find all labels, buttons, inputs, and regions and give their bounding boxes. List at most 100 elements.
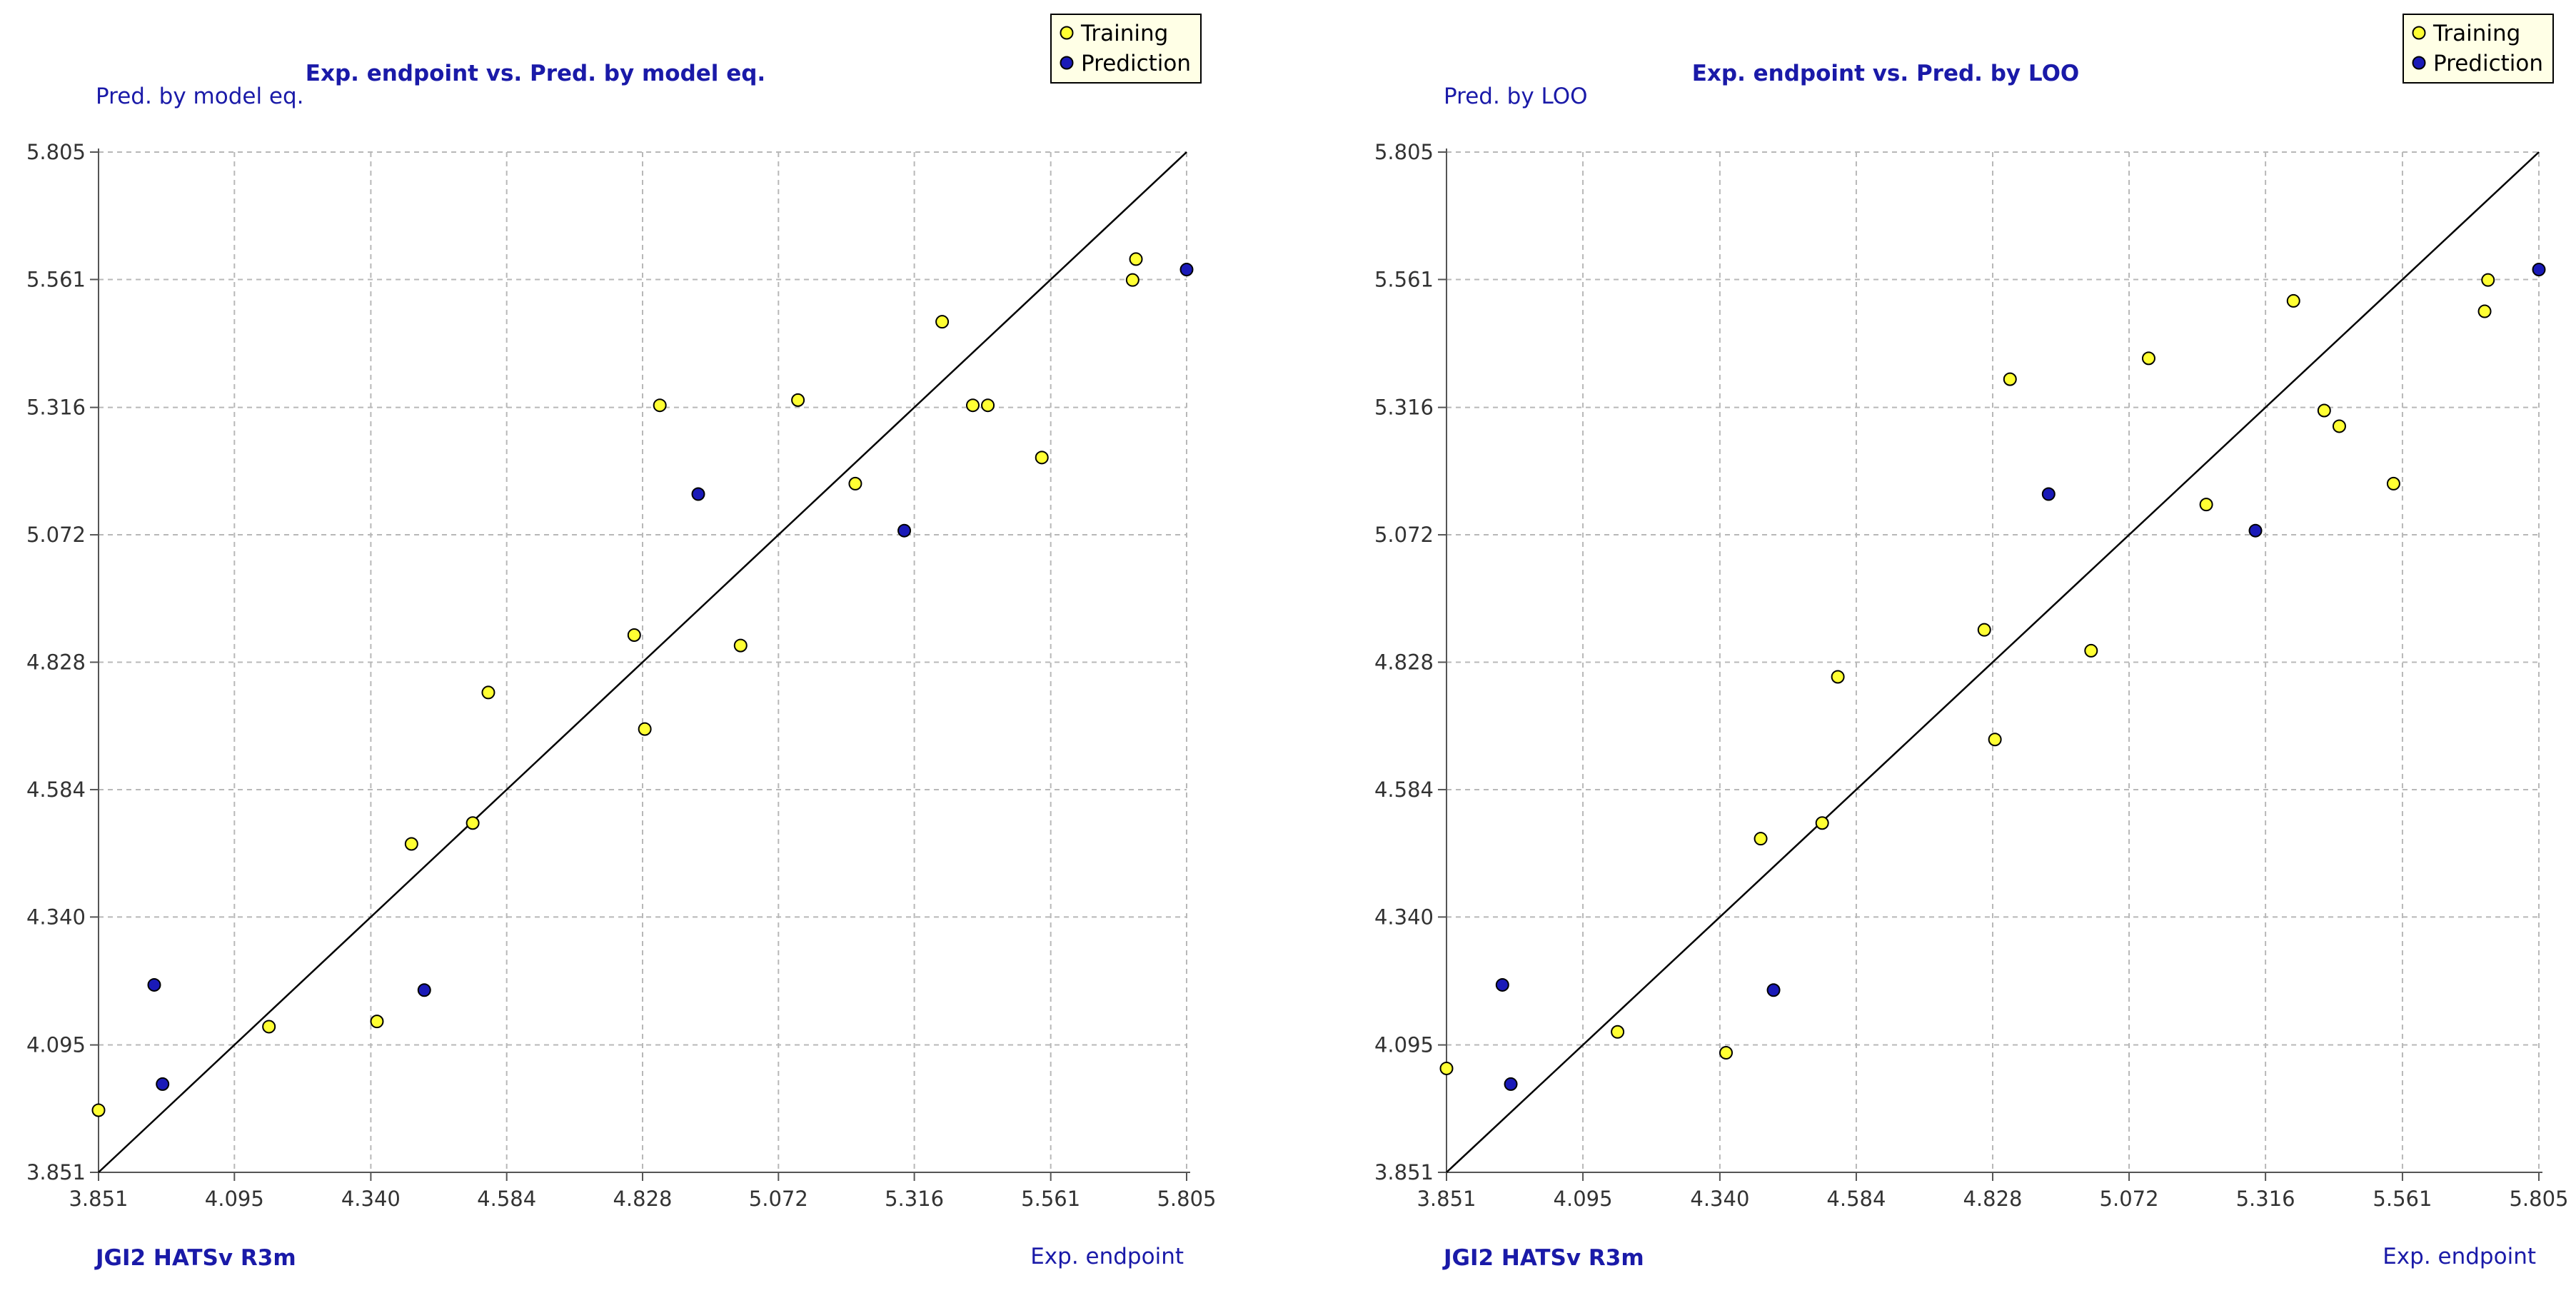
training-point (638, 722, 652, 736)
x-tick-label: 4.584 (1826, 1187, 1886, 1211)
training-point (91, 1103, 106, 1117)
prediction-point (2041, 487, 2056, 501)
prediction-point (156, 1077, 170, 1091)
x-tick-label: 5.072 (749, 1187, 808, 1211)
training-point (2481, 273, 2495, 287)
training-point (1129, 252, 1143, 266)
training-point (1125, 273, 1139, 287)
y-tick-label: 4.584 (1374, 778, 1434, 802)
training-point (848, 476, 862, 490)
prediction-point (1495, 977, 1509, 992)
training-point (2332, 419, 2346, 433)
y-tick-label: 5.316 (26, 396, 86, 420)
prediction-point (2248, 523, 2263, 538)
regression-line (98, 151, 1187, 1173)
chart-title: Exp. endpoint vs. Pred. by LOO (1692, 61, 2080, 86)
x-tick-label: 3.851 (69, 1187, 128, 1211)
training-point (1815, 816, 1829, 830)
prediction-point (417, 983, 431, 997)
x-tick-label: 5.316 (2236, 1187, 2295, 1211)
training-point (1977, 623, 1991, 637)
training-point (481, 685, 495, 700)
y-tick-label: 5.805 (1374, 140, 1434, 164)
training-point (966, 398, 980, 413)
training-point (733, 638, 748, 653)
y-tick-label: 4.828 (1374, 650, 1434, 675)
training-point (370, 1015, 384, 1029)
x-tick-label: 5.561 (2373, 1187, 2432, 1211)
training-point (2317, 403, 2331, 418)
training-point (466, 816, 480, 830)
chart-title: Exp. endpoint vs. Pred. by model eq. (306, 61, 765, 86)
x-tick-label: 4.584 (477, 1187, 536, 1211)
y-tick-label: 5.805 (26, 140, 86, 164)
prediction-point (1179, 263, 1194, 277)
x-tick-label: 5.561 (1021, 1187, 1080, 1211)
training-point (262, 1020, 276, 1034)
chart-panel-1: 3.851 3.851 4.095 4.095 4.340 4.340 4.584 4.584… (26, 14, 1217, 1271)
training-point (2141, 351, 2155, 366)
legend: Training Prediction (1050, 14, 1202, 84)
x-tick-label: 4.828 (613, 1187, 672, 1211)
training-point (2003, 372, 2017, 386)
prediction-point (1766, 983, 1781, 997)
training-point (981, 398, 995, 413)
training-point (2386, 476, 2400, 490)
prediction-point (691, 487, 705, 501)
training-point (2286, 293, 2300, 308)
legend-marker-training (1060, 26, 1074, 40)
legend: Training Prediction (2403, 14, 2554, 84)
y-tick-label: 5.561 (1374, 267, 1434, 291)
training-point (404, 837, 418, 851)
x-tick-label: 4.340 (341, 1187, 401, 1211)
y-tick-label: 3.851 (26, 1160, 86, 1184)
legend-label-prediction: Prediction (2433, 51, 2543, 76)
legend-marker-prediction (1060, 56, 1074, 70)
x-tick-label: 5.805 (1157, 1187, 1216, 1211)
regression-line (1446, 151, 2540, 1173)
legend-label-training: Training (2432, 21, 2520, 46)
y-axis-label: Pred. by LOO (1444, 84, 1588, 109)
y-tick-label: 4.340 (1374, 905, 1434, 929)
training-point (627, 628, 641, 642)
prediction-point (897, 523, 912, 538)
legend-marker-prediction (2412, 56, 2426, 70)
y-tick-label: 4.828 (26, 650, 86, 675)
footer-descriptors: JGI2 HATSv R3m (1442, 1245, 1644, 1271)
x-tick-label: 5.316 (885, 1187, 944, 1211)
x-tick-label: 4.340 (1690, 1187, 1749, 1211)
x-tick-label: 3.851 (1417, 1187, 1476, 1211)
legend-label-training: Training (1080, 21, 1168, 46)
training-point (935, 315, 950, 329)
training-point (653, 398, 667, 413)
training-point (1611, 1025, 1625, 1039)
y-tick-label: 4.095 (26, 1033, 86, 1057)
y-tick-label: 4.340 (26, 905, 86, 929)
y-axis-label: Pred. by model eq. (96, 84, 304, 109)
legend-marker-training (2412, 26, 2426, 40)
y-tick-label: 5.072 (26, 523, 86, 547)
training-point (1754, 832, 1768, 846)
x-tick-label: 4.095 (1554, 1187, 1613, 1211)
x-tick-label: 4.095 (205, 1187, 264, 1211)
training-point (2477, 304, 2492, 318)
y-tick-label: 4.095 (1374, 1033, 1434, 1057)
training-point (2199, 498, 2213, 512)
x-tick-label: 5.805 (2509, 1187, 2568, 1211)
training-point (1988, 733, 2002, 747)
legend-box (2403, 14, 2554, 84)
training-point (2084, 643, 2098, 658)
training-point (1831, 670, 1845, 684)
x-tick-label: 5.072 (2100, 1187, 2159, 1211)
prediction-point (2532, 263, 2546, 277)
training-point (791, 393, 805, 407)
prediction-point (147, 977, 161, 992)
y-tick-label: 5.072 (1374, 523, 1434, 547)
footer-descriptors: JGI2 HATSv R3m (94, 1245, 296, 1271)
y-tick-label: 3.851 (1374, 1160, 1434, 1184)
x-axis-label: Exp. endpoint (1030, 1244, 1184, 1269)
y-tick-label: 4.584 (26, 778, 86, 802)
legend-label-prediction: Prediction (1081, 51, 1191, 76)
y-tick-label: 5.561 (26, 267, 86, 291)
